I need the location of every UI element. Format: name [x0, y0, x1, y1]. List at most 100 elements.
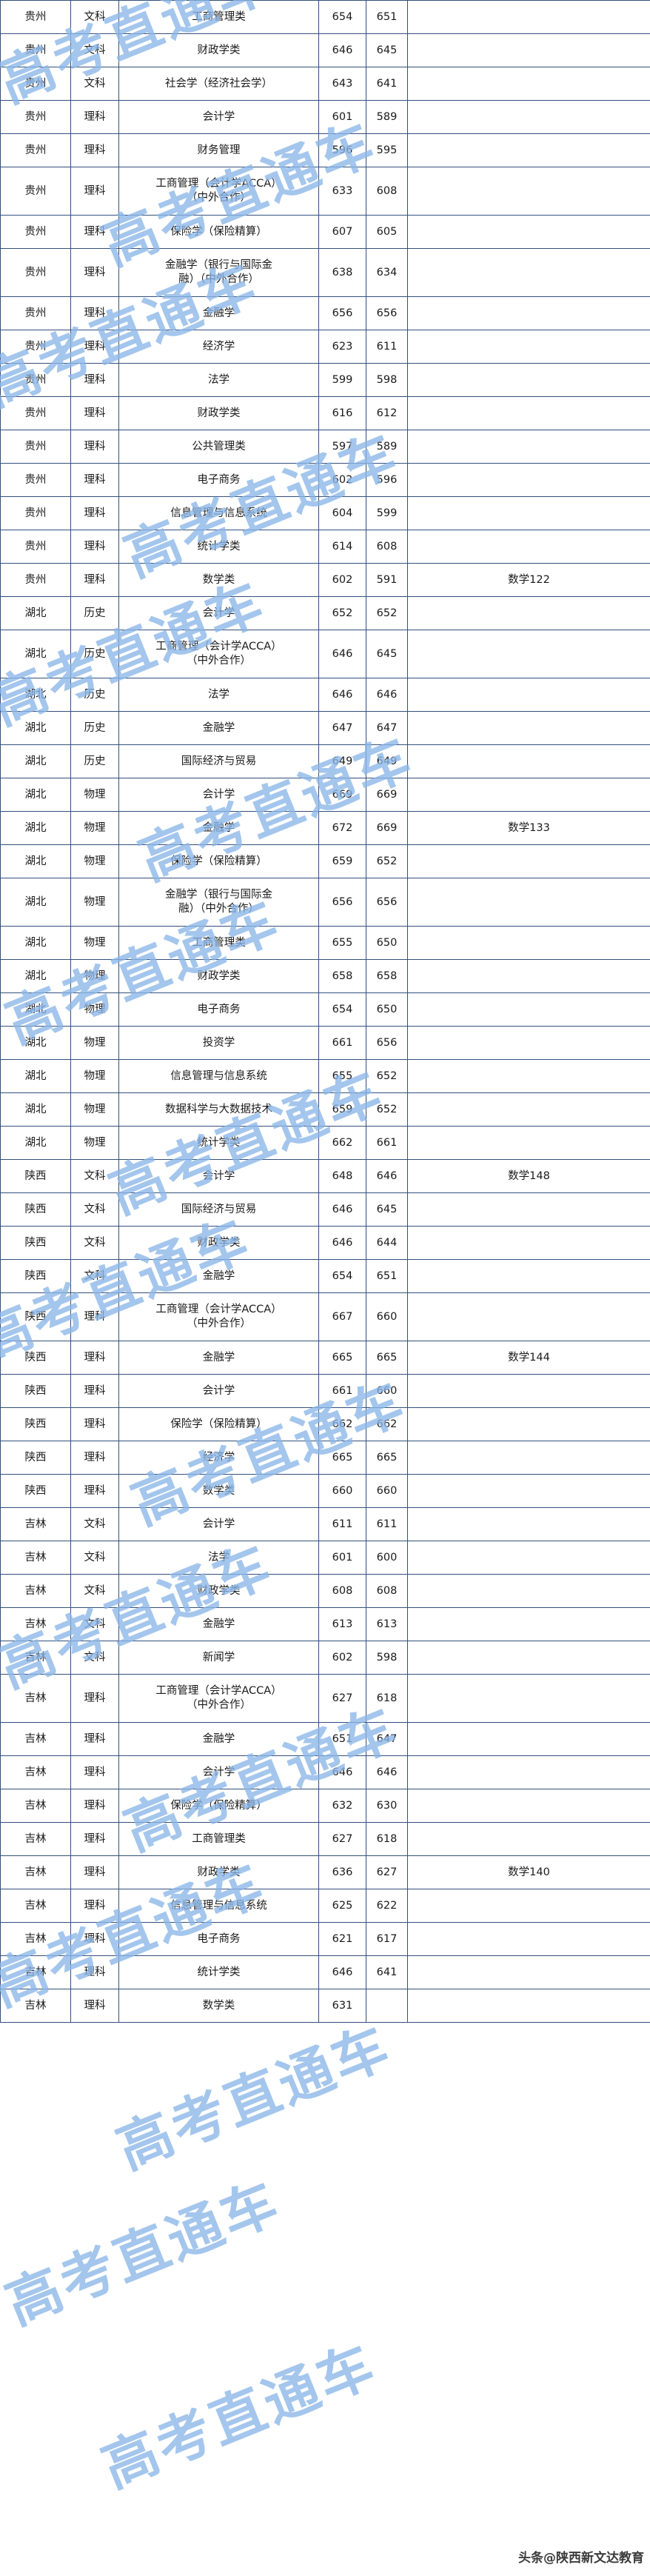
cell-note: 数学133	[407, 811, 650, 845]
cell-major: 金融学（银行与国际金 融）（中外合作）	[118, 248, 319, 297]
cell-max-score: 646	[318, 1226, 366, 1260]
cell-max-score: 596	[318, 133, 366, 167]
table-row: 湖北 物理 信息管理与信息系统 655 652	[0, 1059, 650, 1093]
cell-province: 吉林	[0, 1889, 71, 1923]
cell-category: 理科	[70, 463, 119, 497]
cell-province: 贵州	[0, 330, 71, 364]
cell-max-score: 621	[318, 1922, 366, 1956]
major-line: 法学	[208, 688, 229, 701]
cell-major: 会计学	[118, 778, 319, 812]
cell-max-score: 611	[318, 1507, 366, 1541]
major-line: 社会学（经济社会学）	[165, 77, 272, 90]
major-line: （中外合作）	[187, 1699, 251, 1711]
cell-note	[407, 1226, 650, 1260]
cell-province: 吉林	[0, 1541, 71, 1575]
cell-note	[407, 1722, 650, 1756]
major-line: 经济学	[202, 1451, 235, 1464]
cell-note	[407, 1441, 650, 1475]
cell-note	[407, 463, 650, 497]
cell-category: 理科	[70, 563, 119, 597]
cell-note: 数学140	[407, 1855, 650, 1889]
cell-min-score: 646	[366, 1159, 408, 1193]
cell-max-score: 602	[318, 1641, 366, 1675]
cell-major: 统计学类	[118, 530, 319, 564]
table-row: 吉林 理科 电子商务 621 617	[0, 1922, 650, 1956]
major-line: 保险学（保险精算）	[170, 855, 267, 867]
cell-min-score: 650	[366, 926, 408, 960]
table-body: 贵州 文科 工商管理类 654 651 贵州 文科 财政学类 646 645 贵州 文科 社会学（经济社…	[0, 0, 650, 2023]
cell-max-score: 623	[318, 330, 366, 364]
cell-major: 公共管理类	[118, 430, 319, 464]
cell-category: 理科	[70, 296, 119, 330]
cell-max-score: 662	[318, 1126, 366, 1160]
cell-min-score: 660	[366, 1292, 408, 1341]
cell-max-score: 667	[318, 1292, 366, 1341]
cell-min-score: 618	[366, 1674, 408, 1723]
cell-min-score: 641	[366, 1955, 408, 1989]
major-line: 会计学	[202, 1518, 235, 1530]
cell-note	[407, 1674, 650, 1723]
cell-note	[407, 926, 650, 960]
cell-note	[407, 0, 650, 34]
cell-category: 理科	[70, 1889, 119, 1923]
cell-category: 理科	[70, 1674, 119, 1723]
cell-max-score: 631	[318, 1989, 366, 2023]
cell-max-score: 665	[318, 1441, 366, 1475]
cell-max-score: 661	[318, 1026, 366, 1060]
major-line: 金融学（银行与国际金	[165, 889, 272, 901]
cell-major: 财政学类	[118, 33, 319, 67]
cell-major: 保险学（保险精算）	[118, 1407, 319, 1441]
cell-max-score: 614	[318, 530, 366, 564]
major-line: 保险学（保险精算）	[170, 1418, 267, 1430]
major-line: 金融学	[202, 821, 235, 834]
cell-province: 湖北	[0, 744, 71, 778]
cell-category: 物理	[70, 844, 119, 878]
major-line: 财政学类	[197, 407, 241, 419]
cell-note	[407, 1822, 650, 1856]
cell-major: 财政学类	[118, 959, 319, 993]
cell-province: 吉林	[0, 1789, 71, 1823]
cell-province: 吉林	[0, 1755, 71, 1789]
cell-province: 陕西	[0, 1226, 71, 1260]
cell-category: 历史	[70, 596, 119, 630]
table-row: 湖北 物理 金融学 672 669 数学133	[0, 811, 650, 845]
cell-category: 理科	[70, 100, 119, 134]
cell-min-score: 650	[366, 992, 408, 1027]
major-line: 数学类	[202, 1999, 235, 2012]
major-line: 工商管理（会计学ACCA）	[155, 641, 282, 653]
major-line: 财政学类	[197, 1866, 241, 1878]
cell-note	[407, 1955, 650, 1989]
cell-province: 陕西	[0, 1407, 71, 1441]
table-row: 吉林 理科 金融学 651 647	[0, 1722, 650, 1756]
cell-min-score: 651	[366, 0, 408, 34]
cell-major: 金融学	[118, 1341, 319, 1375]
cell-note	[407, 1574, 650, 1608]
cell-province: 陕西	[0, 1159, 71, 1193]
table-row: 陕西 理科 数学类 660 660	[0, 1474, 650, 1508]
cell-category: 理科	[70, 1989, 119, 2023]
cell-province: 湖北	[0, 630, 71, 678]
cell-note	[407, 959, 650, 993]
cell-max-score: 633	[318, 167, 366, 216]
cell-major: 数学类	[118, 1989, 319, 2023]
major-line: 财政学类	[197, 1236, 241, 1249]
cell-note	[407, 496, 650, 530]
cell-province: 贵州	[0, 215, 71, 249]
major-line: 国际经济与贸易	[181, 755, 257, 767]
cell-min-score: 589	[366, 430, 408, 464]
cell-note	[407, 711, 650, 745]
major-line: 工商管理类	[192, 10, 246, 23]
table-row: 贵州 理科 会计学 601 589	[0, 100, 650, 134]
cell-max-score: 632	[318, 1789, 366, 1823]
cell-note	[407, 1755, 650, 1789]
cell-major: 信息管理与信息系统	[118, 1889, 319, 1923]
cell-max-score: 638	[318, 248, 366, 297]
cell-major: 财政学类	[118, 1574, 319, 1608]
cell-note	[407, 678, 650, 712]
table-row: 贵州 理科 保险学（保险精算） 607 605	[0, 215, 650, 249]
cell-category: 物理	[70, 926, 119, 960]
table-row: 湖北 历史 国际经济与贸易 649 649	[0, 744, 650, 778]
cell-category: 历史	[70, 711, 119, 745]
table-row: 陕西 文科 金融学 654 651	[0, 1259, 650, 1293]
table-row: 陕西 文科 会计学 648 646 数学148	[0, 1159, 650, 1193]
